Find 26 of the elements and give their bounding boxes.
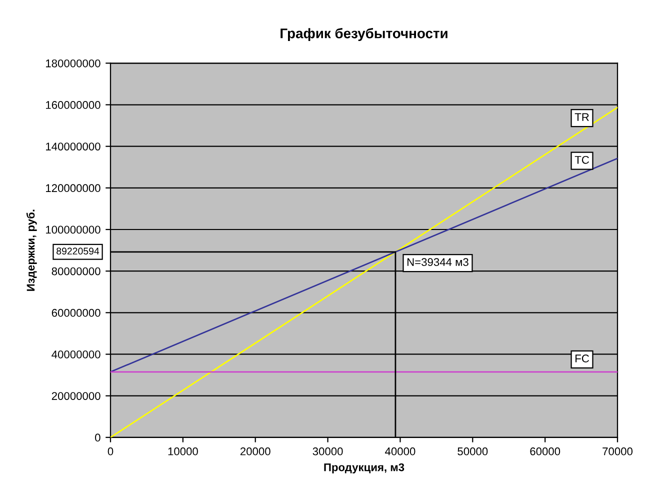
x-tick-label: 20000 — [240, 447, 270, 456]
chart-title: График безубыточности — [280, 28, 448, 42]
y-tick-label: 120000000 — [46, 184, 100, 192]
annotation: 89220594 — [56, 248, 100, 255]
x-tick-label: 10000 — [168, 447, 198, 456]
y-tick-label: 180000000 — [46, 59, 100, 68]
x-tick-label: 50000 — [458, 447, 488, 456]
x-tick-label: 30000 — [312, 447, 343, 456]
x-tick-label: 60000 — [530, 447, 560, 456]
x-tick-label: 40000 — [385, 447, 416, 456]
y-tick-label: 20000000 — [52, 392, 100, 400]
y-tick-label: 40000000 — [52, 350, 100, 358]
series-label: FC — [576, 354, 589, 362]
y-axis-title: Издержки, руб. — [26, 210, 37, 291]
y-tick-label: 100000000 — [46, 226, 100, 234]
y-tick-label: 60000000 — [52, 308, 100, 317]
x-tick-label: 0 — [108, 447, 114, 456]
y-tick-label: 140000000 — [46, 142, 100, 150]
annotation: N=39344 м3 — [407, 258, 468, 266]
x-tick-label: 70000 — [602, 447, 633, 456]
series-label: TC — [574, 156, 589, 164]
y-tick-label: 0 — [95, 434, 100, 442]
x-axis-title: Продукция, м3 — [324, 463, 404, 474]
series-label: TR — [574, 113, 589, 121]
y-tick-label: 160000000 — [46, 101, 100, 109]
y-tick-label: 80000000 — [52, 267, 100, 276]
